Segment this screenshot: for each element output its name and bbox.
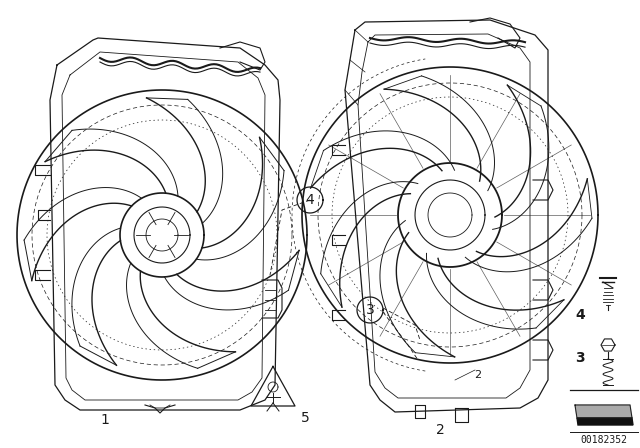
Text: 00182352: 00182352 — [580, 435, 627, 445]
Text: 3: 3 — [575, 351, 585, 365]
Text: 4: 4 — [306, 193, 314, 207]
Text: 2: 2 — [474, 370, 481, 380]
Text: 5: 5 — [301, 411, 309, 425]
Polygon shape — [575, 405, 632, 418]
Text: 3: 3 — [365, 303, 374, 317]
Text: 1: 1 — [100, 413, 109, 427]
Polygon shape — [577, 418, 633, 425]
Text: 4: 4 — [575, 308, 585, 322]
Text: 2: 2 — [436, 423, 444, 437]
